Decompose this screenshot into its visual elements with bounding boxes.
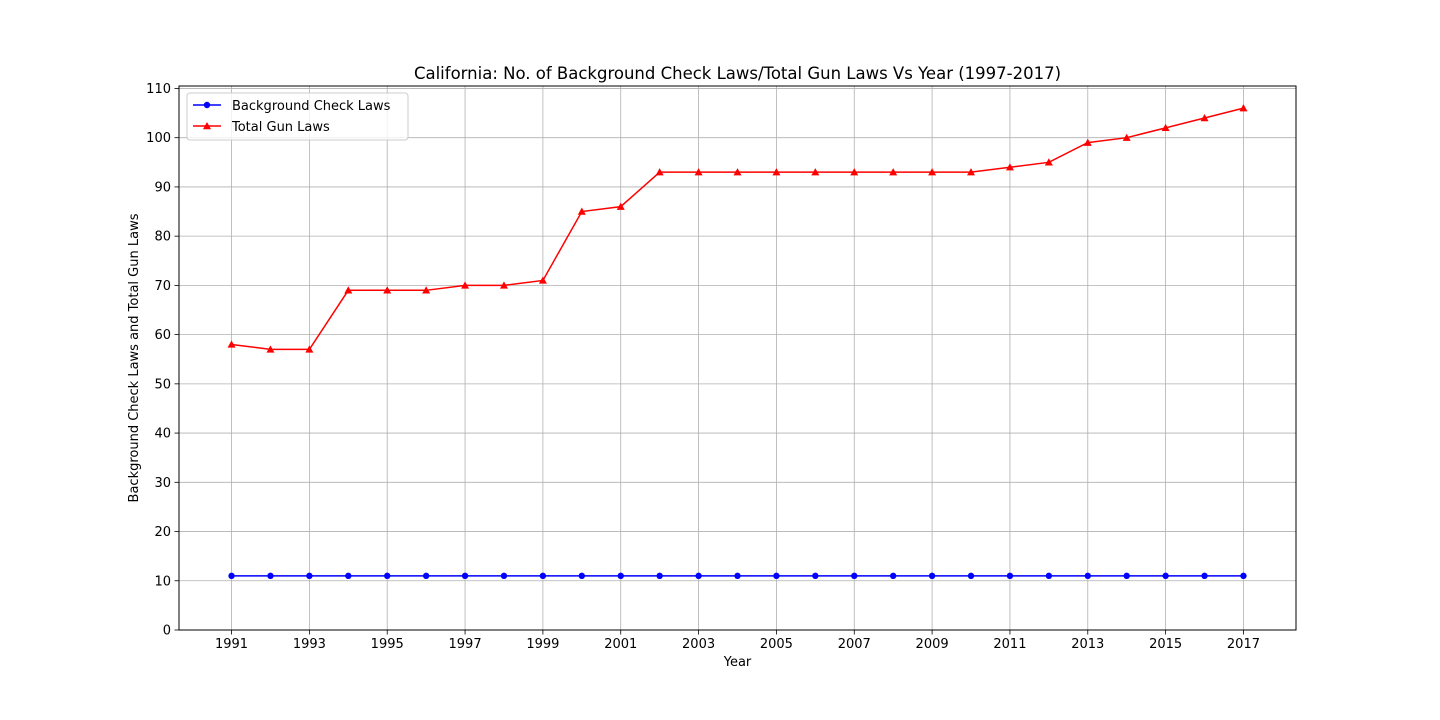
y-tick-label: 30 xyxy=(154,476,171,491)
x-axis: 1991 1993 1995 1997 1999 2001 2003 2005 2007 2009… xyxy=(215,630,1260,652)
background-check-laws-point xyxy=(306,572,313,580)
total-gun-laws-point xyxy=(1200,114,1209,122)
x-tick-label: 1995 xyxy=(371,637,404,652)
background-check-laws-point xyxy=(773,572,780,580)
x-tick-label: 2009 xyxy=(916,637,949,652)
x-tick-label: 2007 xyxy=(838,637,871,652)
total-gun-laws-point xyxy=(266,345,275,353)
y-tick-label: 20 xyxy=(154,525,171,540)
total-gun-laws-point xyxy=(694,168,703,176)
total-gun-laws-point xyxy=(1083,138,1092,146)
background-check-laws-point xyxy=(617,572,624,580)
y-tick-label: 50 xyxy=(154,377,171,392)
background-check-laws-point xyxy=(1084,572,1091,580)
x-tick-label: 2011 xyxy=(993,637,1026,652)
legend-swatch-marker xyxy=(203,122,211,130)
legend: Background Check Laws Total Gun Laws xyxy=(186,92,409,141)
background-check-laws-point xyxy=(461,572,469,580)
series-background-check-laws xyxy=(228,572,1247,580)
background-check-laws-point xyxy=(267,572,274,580)
x-tick-label: 2005 xyxy=(760,637,793,652)
legend-item-background-check-laws: Background Check Laws xyxy=(193,99,391,114)
background-check-laws-point xyxy=(1006,572,1014,580)
background-check-laws-point xyxy=(500,572,508,580)
background-check-laws-point xyxy=(928,572,936,580)
total-gun-laws-point xyxy=(655,168,664,176)
background-check-laws-point xyxy=(1045,572,1053,580)
background-check-laws-point xyxy=(1240,572,1247,580)
x-tick-label: 2015 xyxy=(1149,637,1182,652)
total-gun-laws-point xyxy=(1239,104,1248,112)
y-axis: 0 10 20 30 40 50 60 70 80 90 100 110 xyxy=(146,82,179,639)
total-gun-laws-point xyxy=(305,345,314,353)
series-layer xyxy=(227,104,1248,580)
total-gun-laws-point xyxy=(967,168,976,176)
total-gun-laws-point xyxy=(577,207,586,215)
legend-swatch-marker xyxy=(203,101,211,109)
series-total-gun-laws xyxy=(227,104,1248,353)
y-tick-label: 80 xyxy=(154,230,171,245)
x-tick-label: 2017 xyxy=(1227,637,1260,652)
background-check-laws-point xyxy=(656,572,663,580)
background-check-laws-point xyxy=(1123,572,1130,580)
total-gun-laws-point xyxy=(1122,133,1131,141)
legend-frame xyxy=(186,92,409,141)
x-tick-label: 1997 xyxy=(449,637,482,652)
y-tick-label: 90 xyxy=(154,180,171,195)
y-tick-label: 100 xyxy=(146,131,171,146)
total-gun-laws-point xyxy=(1044,158,1053,166)
legend-item-total-gun-laws: Total Gun Laws xyxy=(193,120,330,135)
total-gun-laws-point xyxy=(499,281,508,289)
background-check-laws-point xyxy=(228,572,235,580)
total-gun-laws-point xyxy=(227,340,236,348)
total-gun-laws-point xyxy=(1161,123,1170,132)
background-check-laws-point xyxy=(851,572,858,580)
total-gun-laws-point xyxy=(1005,163,1014,171)
background-check-laws-point xyxy=(1201,572,1208,580)
background-check-laws-point xyxy=(889,572,897,580)
background-check-laws-point xyxy=(422,572,430,580)
background-check-laws-point xyxy=(578,572,586,580)
total-gun-laws-point xyxy=(928,168,937,176)
total-gun-laws-point xyxy=(538,276,547,284)
chart-title: California: No. of Background Check Laws… xyxy=(414,64,1061,83)
total-gun-laws-point xyxy=(616,202,625,210)
y-tick-label: 110 xyxy=(146,82,171,97)
total-gun-laws-point xyxy=(811,168,820,176)
background-check-laws-point xyxy=(1162,572,1169,580)
total-gun-laws-point xyxy=(850,168,859,176)
x-tick-label: 2003 xyxy=(682,637,715,652)
background-check-laws-point xyxy=(384,572,391,580)
background-check-laws-point xyxy=(967,572,975,580)
total-gun-laws-point xyxy=(383,286,392,294)
x-tick-label: 1993 xyxy=(293,637,326,652)
background-check-laws-point xyxy=(345,572,352,580)
y-axis-label: Background Check Laws and Total Gun Laws xyxy=(127,213,142,502)
background-check-laws-point xyxy=(812,572,819,580)
y-tick-label: 0 xyxy=(163,624,171,639)
x-tick-label: 1991 xyxy=(215,637,248,652)
y-tick-label: 60 xyxy=(154,328,171,343)
legend-label: Total Gun Laws xyxy=(231,120,330,135)
legend-label: Background Check Laws xyxy=(232,99,391,114)
background-check-laws-point xyxy=(734,572,741,580)
x-tick-label: 2013 xyxy=(1071,637,1104,652)
y-tick-label: 10 xyxy=(154,574,171,589)
total-gun-laws-point xyxy=(733,168,742,176)
total-gun-laws-point xyxy=(889,168,898,176)
total-gun-laws-point xyxy=(772,168,781,176)
x-tick-label: 2001 xyxy=(604,637,637,652)
background-check-laws-point xyxy=(695,572,702,580)
total-gun-laws-point xyxy=(461,281,470,289)
plot-frame xyxy=(178,85,1297,631)
x-tick-label: 1999 xyxy=(526,637,559,652)
x-axis-label: Year xyxy=(723,655,752,670)
y-tick-label: 40 xyxy=(154,427,171,442)
background-check-laws-point xyxy=(539,572,547,580)
total-gun-laws-point xyxy=(344,286,353,294)
y-tick-label: 70 xyxy=(154,279,171,294)
total-gun-laws-point xyxy=(422,286,431,294)
